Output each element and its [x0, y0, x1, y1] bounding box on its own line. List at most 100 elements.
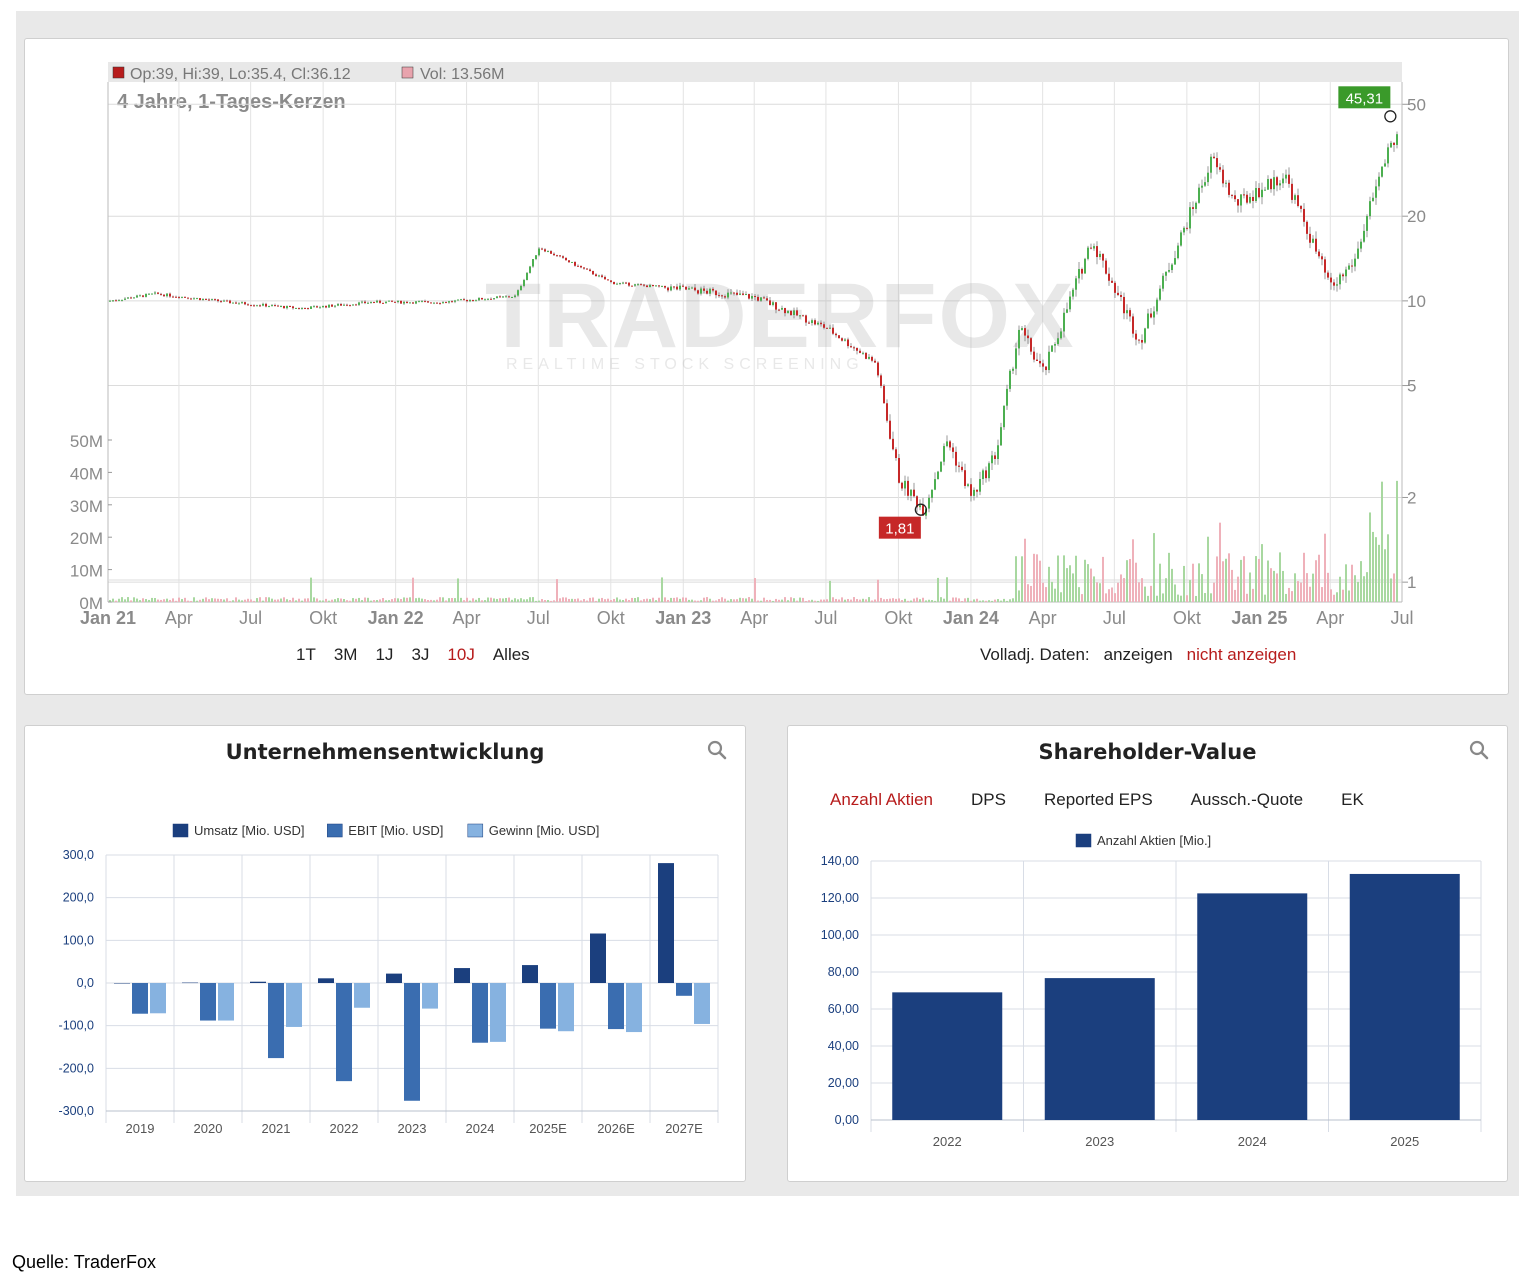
volume-bar — [313, 597, 315, 602]
volume-bar — [901, 600, 903, 602]
shares-outstanding-chart[interactable]: Anzahl Aktien [Mio.] 140,00 120,00 100,00 80… — [788, 726, 1509, 1181]
sv-tab-reported-eps[interactable]: Reported EPS — [1043, 790, 1153, 809]
range-button-10j[interactable]: 10J — [447, 645, 475, 664]
candle-body — [820, 322, 822, 325]
volume-bar — [1258, 558, 1260, 602]
volume-bar — [1132, 539, 1134, 602]
volume-bar — [1285, 593, 1287, 602]
bar-ebit — [472, 983, 488, 1043]
volume-bar — [1306, 573, 1308, 602]
candle-body — [265, 303, 267, 307]
bar-ebit — [268, 983, 284, 1059]
volume-bar — [817, 600, 819, 602]
candle-body — [439, 303, 441, 305]
candle-body — [451, 301, 453, 303]
volume-bar — [325, 598, 327, 602]
volume-bar — [205, 597, 207, 602]
candle-body — [769, 300, 771, 305]
candle-body — [514, 295, 516, 297]
volume-bar — [874, 599, 876, 602]
candle-body — [595, 274, 597, 277]
volume-bar — [811, 599, 813, 602]
candle-body — [916, 496, 918, 508]
candle-body — [445, 302, 447, 304]
volume-bar — [832, 597, 834, 602]
time-tick-label: Okt — [309, 608, 337, 628]
candle-body — [1033, 351, 1035, 360]
candle-body — [856, 347, 858, 351]
candle-body — [220, 301, 222, 303]
candle-body — [658, 285, 660, 287]
y-tick-label: 200,0 — [63, 891, 94, 905]
range-button-3m[interactable]: 3M — [333, 645, 358, 664]
candle-body — [1114, 282, 1116, 293]
volume-bar — [1369, 512, 1371, 602]
candle-body — [559, 255, 561, 257]
time-tick-label: Okt — [1173, 608, 1201, 628]
volume-bar — [820, 599, 822, 602]
sv-tab-ek[interactable]: EK — [1341, 790, 1364, 809]
volume-bar — [688, 599, 690, 602]
candle-body — [310, 306, 312, 309]
range-button-alles[interactable]: Alles — [492, 645, 530, 664]
candle-body — [1069, 296, 1071, 310]
volume-bar — [604, 599, 606, 602]
y-tick-label: 20,00 — [828, 1076, 859, 1090]
candle-body — [1102, 253, 1104, 261]
volume-bar — [535, 600, 537, 602]
volume-bar — [835, 598, 837, 602]
time-tick-label: Apr — [740, 608, 768, 628]
sv-tab-anzahl-aktien[interactable]: Anzahl Aktien — [830, 790, 934, 809]
volume-bar — [448, 598, 450, 602]
volume-bar — [577, 598, 579, 602]
candle-body — [160, 293, 162, 295]
candle-body — [334, 305, 336, 307]
volume-bar — [340, 598, 342, 602]
range-button-1j[interactable]: 1J — [375, 645, 394, 664]
x-tick-label: 2027E — [665, 1121, 703, 1136]
search-icon[interactable] — [1469, 740, 1489, 760]
price-y-axis: 50 20 10 5 2 1 — [1407, 95, 1426, 592]
sv-tab-dps[interactable]: DPS — [971, 790, 1006, 809]
search-icon[interactable] — [707, 740, 727, 760]
volume-bar — [229, 600, 231, 602]
candle-body — [571, 261, 573, 263]
ohlc-legend-swatch — [112, 66, 125, 79]
volume-bar — [499, 598, 501, 602]
range-selector: 1T 3M 1J 3J 10J Alles — [287, 645, 539, 665]
volume-bar — [1114, 593, 1116, 602]
price-chart[interactable]: Op:39, Hi:39, Lo:35.4, Cl:36.12 Vol: 13.… — [25, 39, 1510, 639]
volume-bar — [1342, 589, 1344, 602]
volume-bar — [370, 600, 372, 602]
volume-bar — [244, 599, 246, 602]
price-tick-label: 5 — [1407, 377, 1416, 396]
candle-body — [418, 301, 420, 303]
legend-label: Anzahl Aktien [Mio.] — [1097, 833, 1211, 848]
company-development-chart[interactable]: Umsatz [Mio. USD] EBIT [Mio. USD] Gewinn [… — [25, 726, 747, 1181]
candle-body — [1144, 328, 1146, 343]
candle-body — [1174, 258, 1176, 265]
candle-body — [793, 310, 795, 316]
range-button-1t[interactable]: 1T — [296, 645, 316, 664]
volume-bar — [844, 599, 846, 602]
candle-body — [1279, 183, 1281, 186]
volume-bar — [928, 599, 930, 602]
volladj-hide-button[interactable]: nicht anzeigen — [1186, 645, 1297, 664]
volume-bar — [796, 600, 798, 602]
volladj-show-button[interactable]: anzeigen — [1103, 645, 1173, 664]
volume-bar — [1198, 563, 1200, 602]
candle-body — [406, 301, 408, 304]
candle-body — [1306, 221, 1308, 234]
volume-bar — [766, 599, 768, 602]
candle-body — [328, 304, 330, 308]
range-button-3j[interactable]: 3J — [411, 645, 430, 664]
candle-body — [664, 285, 666, 288]
candle-body — [196, 298, 198, 300]
sv-tab-aussch-quote[interactable]: Aussch.-Quote — [1190, 790, 1304, 809]
volume-bar — [274, 599, 276, 602]
bar-umsatz — [658, 863, 674, 983]
candle-body — [592, 271, 594, 275]
volume-bar — [133, 597, 135, 602]
candle-body — [1318, 251, 1320, 257]
candle-body — [1087, 247, 1089, 259]
